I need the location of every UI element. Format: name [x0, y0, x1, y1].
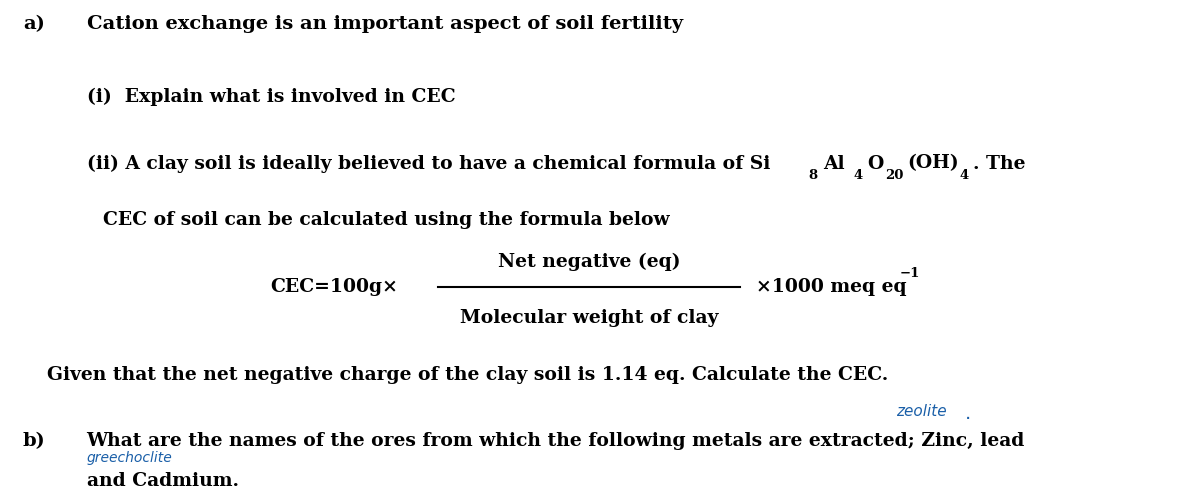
Text: −1: −1: [899, 267, 919, 280]
Text: ×1000 meq eq: ×1000 meq eq: [756, 278, 907, 296]
Text: 20: 20: [884, 169, 904, 182]
Text: (ii) A clay soil is ideally believed to have a chemical formula of Si: (ii) A clay soil is ideally believed to …: [86, 155, 770, 173]
Text: Al: Al: [823, 155, 845, 172]
Text: CEC=100g×: CEC=100g×: [271, 278, 398, 296]
Text: Net negative (eq): Net negative (eq): [498, 252, 680, 271]
Text: Given that the net negative charge of the clay soil is 1.14 eq. Calculate the CE: Given that the net negative charge of th…: [48, 366, 889, 383]
Text: (OH): (OH): [907, 155, 959, 172]
Text: Molecular weight of clay: Molecular weight of clay: [460, 309, 718, 327]
Text: 8: 8: [809, 169, 818, 182]
Text: O: O: [866, 155, 883, 172]
Text: a): a): [23, 15, 44, 33]
Text: CEC of soil can be calculated using the formula below: CEC of soil can be calculated using the …: [103, 211, 670, 229]
Text: and Cadmium.: and Cadmium.: [86, 472, 239, 490]
Text: zeolite: zeolite: [896, 404, 947, 418]
Text: b): b): [23, 432, 46, 450]
Text: Cation exchange is an important aspect of soil fertility: Cation exchange is an important aspect o…: [86, 15, 683, 33]
Text: 4: 4: [853, 169, 863, 182]
Text: .: .: [965, 404, 971, 422]
Text: What are the names of the ores from which the following metals are extracted; Zi: What are the names of the ores from whic…: [86, 432, 1025, 450]
Text: 4: 4: [960, 169, 968, 182]
Text: greechoclite: greechoclite: [86, 451, 173, 465]
Text: (i)  Explain what is involved in CEC: (i) Explain what is involved in CEC: [86, 88, 455, 106]
Text: . The: . The: [973, 155, 1025, 172]
